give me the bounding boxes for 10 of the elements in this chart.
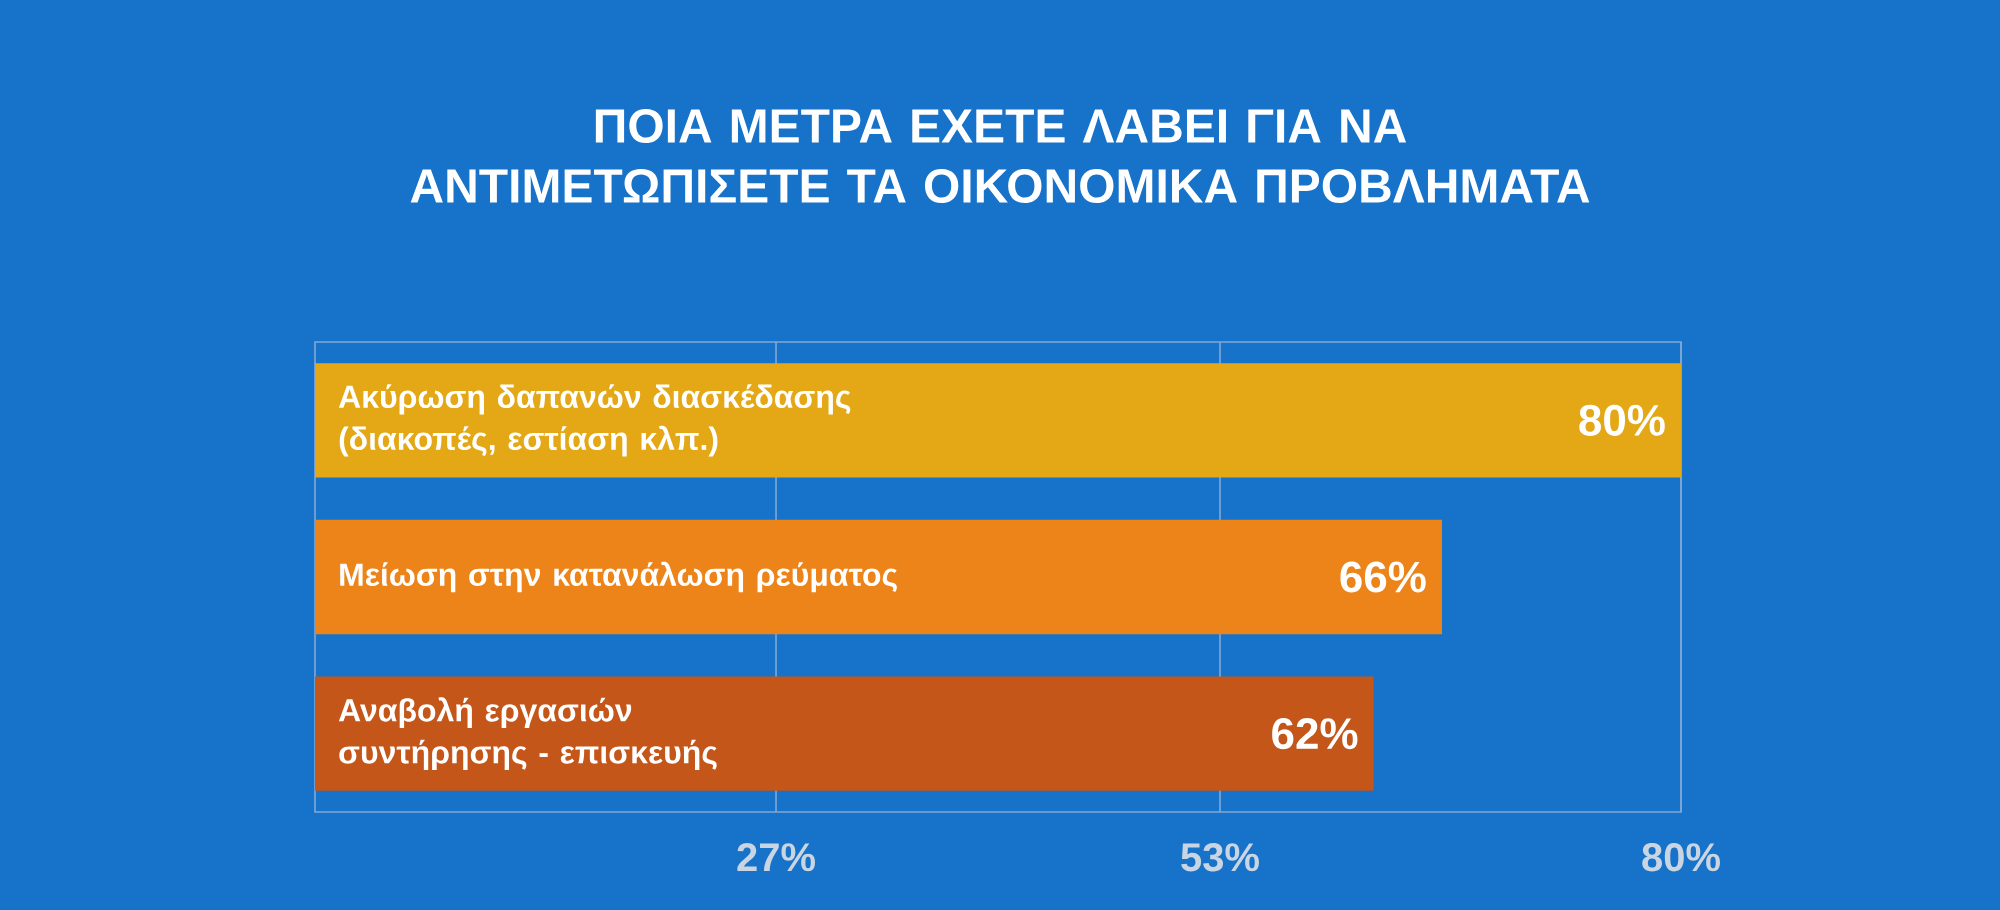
data-label: 66%: [1340, 561, 1426, 593]
data-label: 62%: [1272, 718, 1358, 750]
data-label: 80%: [1579, 404, 1665, 436]
x-tick-label: 80%: [1642, 843, 1720, 872]
y-tick-label: Ακύρωση δαπανών διασκέδασης (διακοπές, εστίαση κλπ.): [338, 384, 851, 457]
x-tick-label: 53%: [1181, 843, 1259, 872]
x-tick-label: 27%: [737, 843, 815, 872]
y-tick-label: Αναβολή εργασιών συντήρησης - επισκευής: [338, 697, 717, 771]
y-tick-label: Μείωση στην κατανάλωση ρεύματος: [340, 561, 897, 593]
chart-title: ΠΟΙΑ ΜΕΤΡΑ ΕΧΕΤΕ ΛΑΒΕΙ ΓΙΑ ΝΑ ΑΝΤΙΜΕΤΩΠΙΣΕΤΕ ΤΑ ΟΙΚΟΝΟΜΙΚΑ ΠΡΟΒΛΗΜΑΤΑ: [410, 109, 1590, 203]
